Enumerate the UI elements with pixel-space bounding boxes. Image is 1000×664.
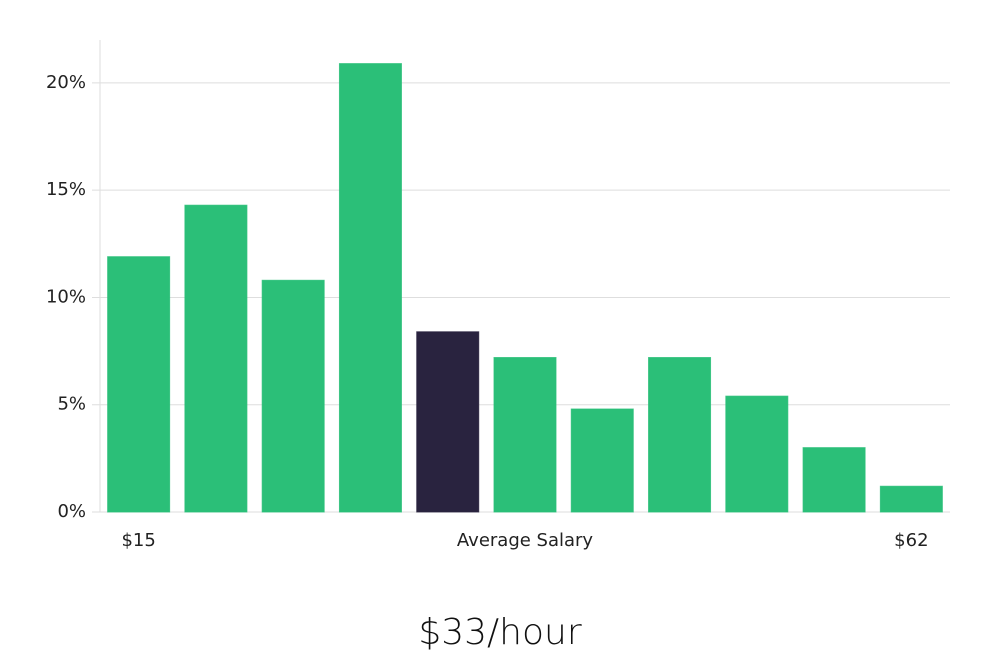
bar (802, 447, 866, 513)
bar (493, 357, 557, 513)
bar (879, 485, 943, 513)
y-tick-label: 20% (46, 72, 86, 93)
bar (107, 256, 171, 513)
bar (648, 357, 712, 513)
x-axis-label: Average Salary (457, 530, 594, 551)
bar (416, 331, 480, 513)
y-tick-label: 15% (46, 179, 86, 200)
bar (725, 395, 789, 513)
y-tick-label: 10% (46, 286, 86, 307)
x-tick-label: $15 (121, 530, 155, 551)
average-pay: $33/hour (418, 612, 582, 653)
bar (338, 63, 402, 513)
x-tick-label: $62 (894, 530, 928, 551)
bar (570, 408, 634, 513)
y-tick-label: 5% (57, 394, 86, 415)
bar (261, 279, 325, 513)
bar (184, 204, 248, 513)
y-tick-label: 0% (57, 501, 86, 522)
